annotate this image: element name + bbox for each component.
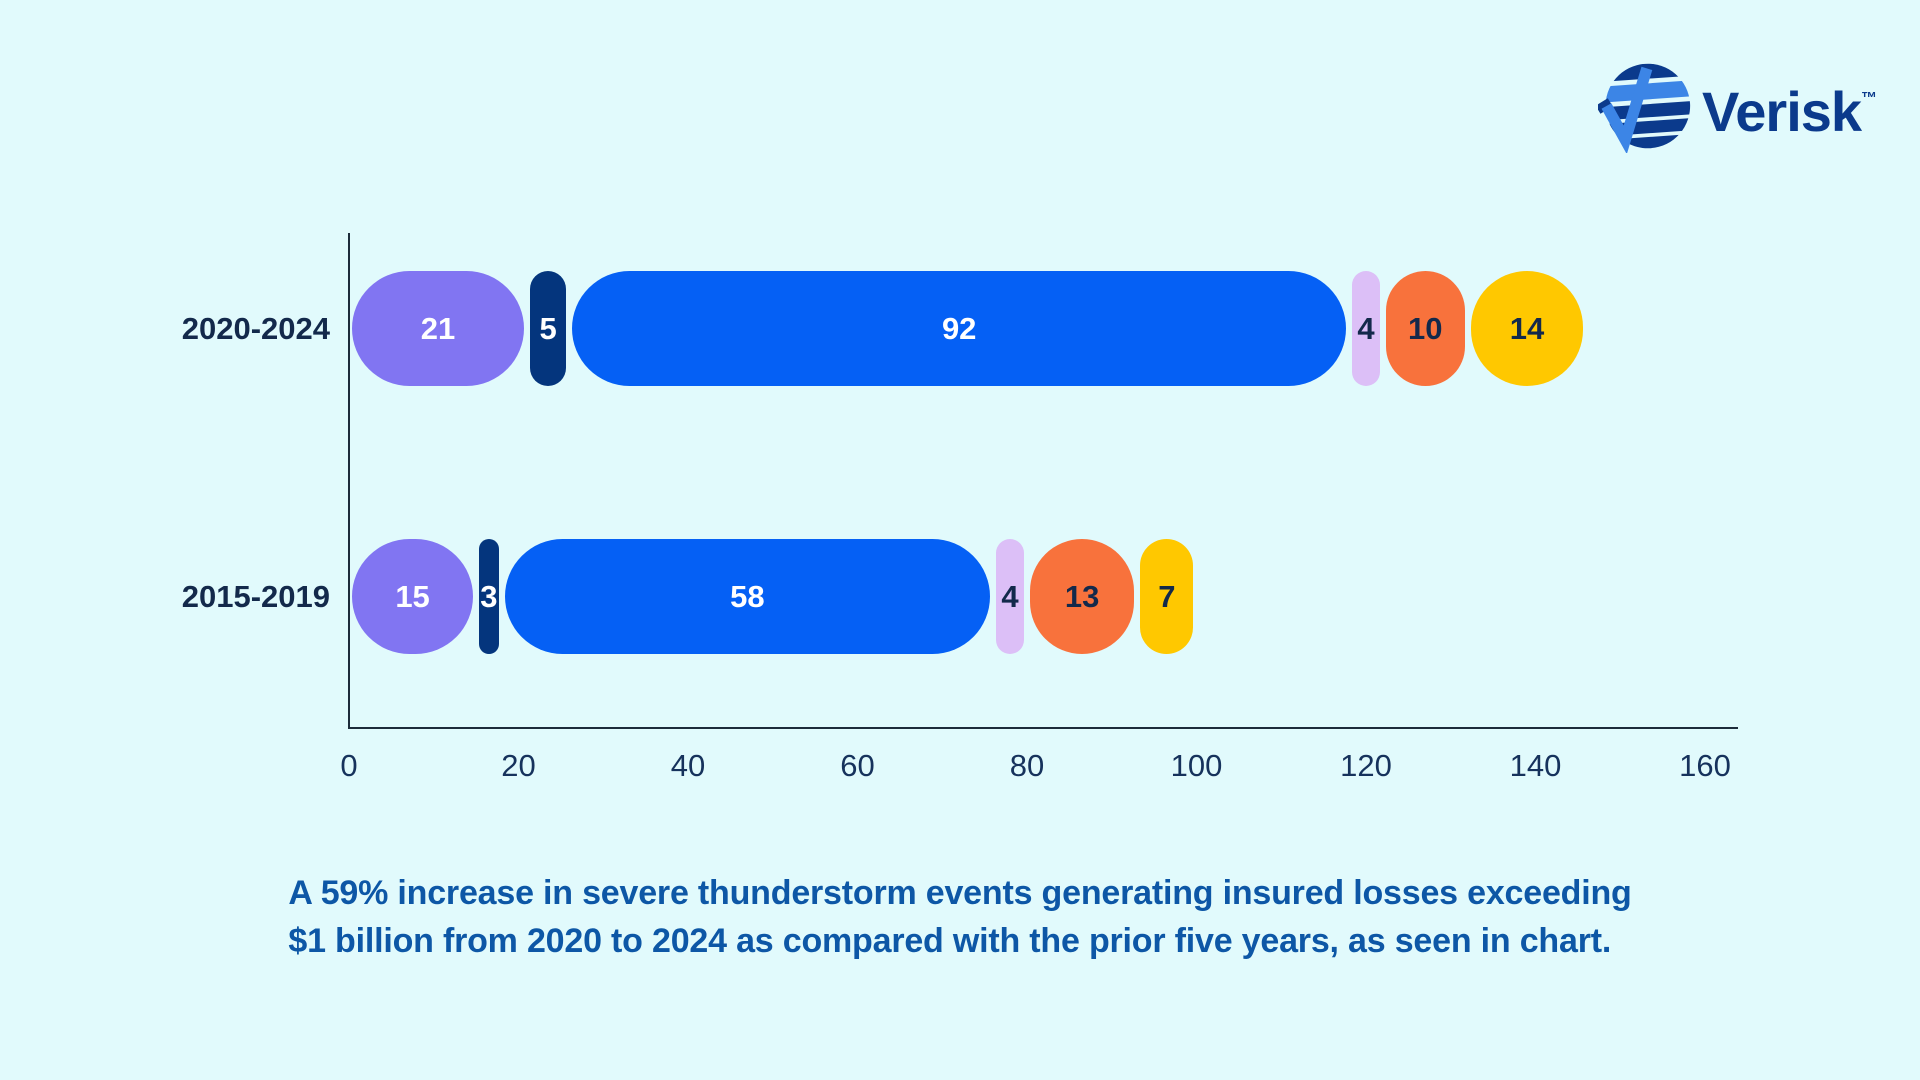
x-tick-140: 140 (1509, 748, 1562, 783)
x-tick-100: 100 (1170, 748, 1223, 783)
category-label-2015-2019: 2015-2019 (181, 578, 330, 614)
segment-orange: 13 (1029, 539, 1135, 654)
y-axis-line (348, 233, 350, 729)
caption-line-1: A 59% increase in severe thunderstorm ev… (288, 874, 1632, 912)
segment-orange: 10 (1385, 271, 1465, 386)
trademark-symbol: ™ (1861, 90, 1877, 107)
x-tick-20: 20 (501, 748, 536, 783)
bar-row-2015-2019: 15 3 58 4 13 7 (349, 539, 1196, 654)
x-tick-0: 0 (340, 748, 358, 783)
x-tick-40: 40 (670, 748, 706, 783)
x-tick-80: 80 (1009, 748, 1045, 783)
x-tick-60: 60 (840, 748, 875, 783)
segment-blue: 92 (572, 271, 1347, 386)
verisk-logo-text: Verisk™ (1702, 80, 1877, 143)
x-tick-120: 120 (1340, 748, 1392, 783)
segment-blue: 58 (504, 539, 991, 654)
caption: A 59% increase in severe thunderstorm ev… (0, 869, 1920, 965)
caption-line-2: $1 billion from 2020 to 2024 as compared… (288, 922, 1612, 960)
category-label-2020-2024: 2020-2024 (181, 310, 330, 346)
x-tick-160: 160 (1679, 748, 1731, 783)
bar-row-2020-2024: 21 5 92 4 10 14 (349, 271, 1586, 386)
verisk-logo-icon (1598, 60, 1692, 153)
segment-lavender: 4 (1352, 271, 1380, 386)
caption-text-block: A 59% increase in severe thunderstorm ev… (288, 869, 1631, 965)
verisk-logo: Verisk™ (1598, 52, 1877, 159)
segment-purple: 15 (352, 539, 474, 654)
segment-navy: 5 (529, 271, 567, 386)
x-axis-line (348, 727, 1738, 729)
segment-yellow: 14 (1470, 271, 1584, 386)
segment-yellow: 7 (1140, 539, 1194, 654)
segment-purple: 21 (352, 271, 524, 386)
segment-navy: 3 (479, 539, 499, 654)
segment-lavender: 4 (996, 539, 1024, 654)
